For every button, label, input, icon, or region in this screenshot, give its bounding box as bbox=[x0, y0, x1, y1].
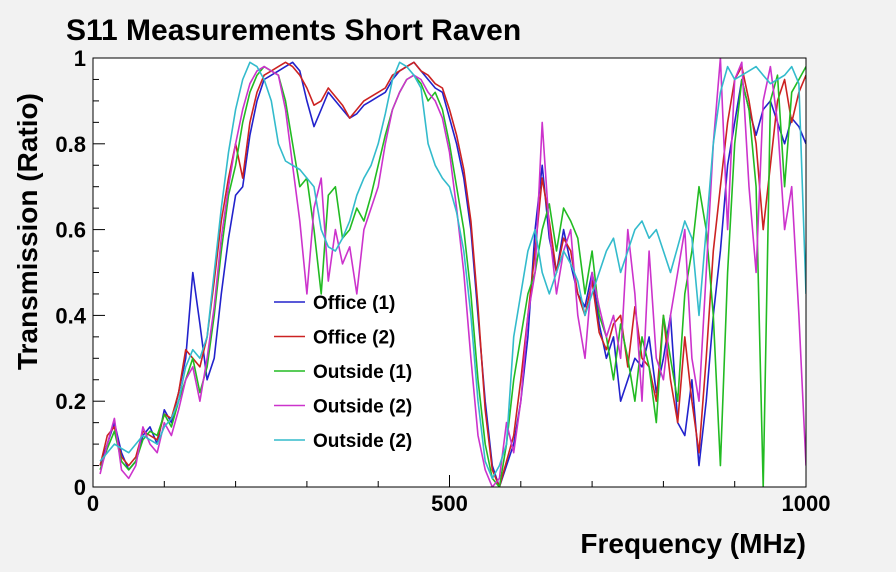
series-line-2 bbox=[99, 61, 806, 487]
legend: Office (1) Office (2) Outside (1) Outside (… bbox=[274, 293, 412, 452]
y-tick-label: 0.4 bbox=[55, 303, 86, 328]
y-axis-title: Transmission (Ratio) bbox=[12, 93, 43, 370]
x-tick-label: 1000 bbox=[782, 491, 831, 516]
plot-area bbox=[93, 58, 806, 487]
series-line-4 bbox=[99, 58, 806, 487]
y-tick-label: 0.8 bbox=[55, 132, 86, 157]
x-tick-label: 0 bbox=[87, 491, 99, 516]
y-tick-label: 0.2 bbox=[55, 389, 86, 414]
series-layer bbox=[99, 58, 806, 487]
y-tick-label: 1 bbox=[74, 46, 86, 71]
y-tick-label: 0.6 bbox=[55, 218, 86, 243]
chart-title: S11 Measurements Short Raven bbox=[66, 14, 521, 47]
legend-label: Outside (1) bbox=[313, 362, 412, 383]
x-tick-label: 500 bbox=[431, 491, 468, 516]
series-line-3 bbox=[99, 65, 806, 487]
series-line-5 bbox=[99, 61, 806, 480]
x-axis-title: Frequency (MHz) bbox=[580, 528, 806, 559]
legend-label: Outside (2) bbox=[313, 397, 412, 418]
axis-layer: 0 500 1000 0 0.2 0.4 0.6 0.8 1 bbox=[55, 46, 830, 516]
y-tick-label: 0 bbox=[74, 475, 86, 500]
legend-label: Office (1) bbox=[313, 293, 395, 314]
series-line-1 bbox=[99, 61, 806, 487]
legend-label: Outside (2) bbox=[313, 431, 412, 452]
legend-label: Office (2) bbox=[313, 328, 395, 349]
